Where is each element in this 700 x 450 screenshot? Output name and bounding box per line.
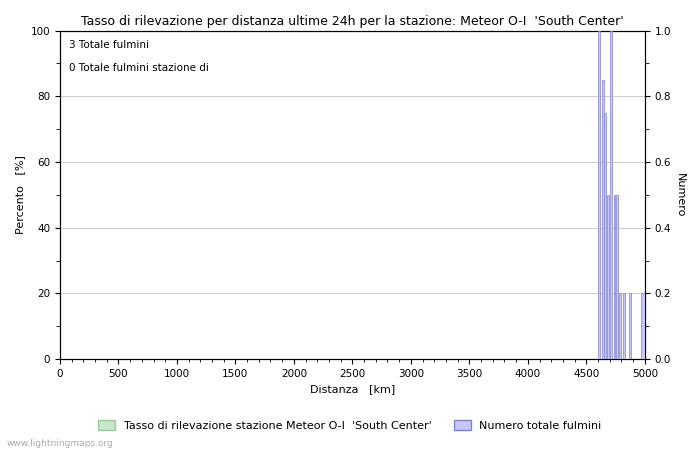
X-axis label: Distanza   [km]: Distanza [km] xyxy=(310,384,395,395)
Bar xyxy=(615,195,618,359)
Bar xyxy=(614,195,615,359)
Text: 0 Totale fulmini stazione di: 0 Totale fulmini stazione di xyxy=(69,63,209,73)
Bar xyxy=(598,31,601,359)
Bar xyxy=(629,293,631,359)
Legend: Tasso di rilevazione stazione Meteor O-I  'South Center', Numero totale fulmini: Tasso di rilevazione stazione Meteor O-I… xyxy=(94,416,606,436)
Y-axis label: Percento   [%]: Percento [%] xyxy=(15,155,25,234)
Bar xyxy=(641,293,646,359)
Text: www.lightningmaps.org: www.lightningmaps.org xyxy=(7,439,113,448)
Title: Tasso di rilevazione per distanza ultime 24h per la stazione: Meteor O-I  'South: Tasso di rilevazione per distanza ultime… xyxy=(81,15,624,28)
Bar xyxy=(602,80,603,359)
Bar xyxy=(610,31,612,359)
Bar xyxy=(623,293,624,359)
Bar xyxy=(604,112,606,359)
Bar xyxy=(607,195,609,359)
Bar xyxy=(619,293,622,359)
Y-axis label: Numero: Numero xyxy=(675,173,685,217)
Text: 3 Totale fulmini: 3 Totale fulmini xyxy=(69,40,148,50)
